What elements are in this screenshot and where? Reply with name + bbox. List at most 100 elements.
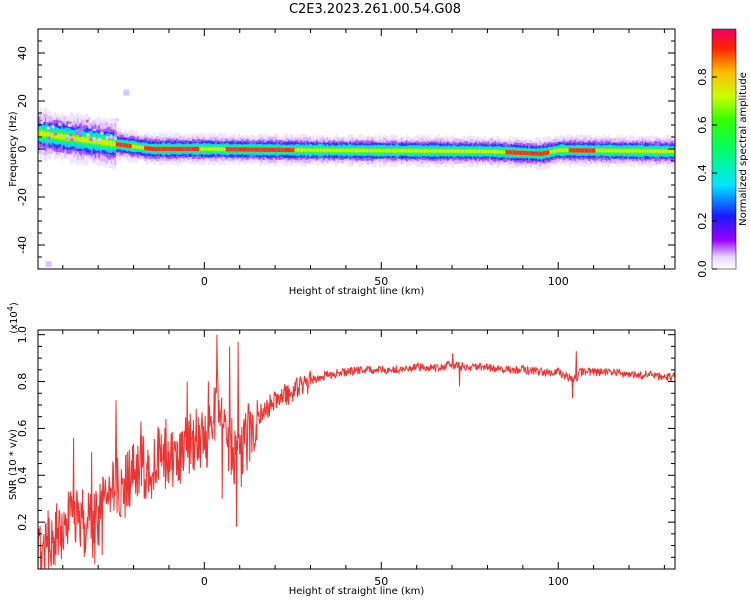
colorbar: 0.0 0.2 0.4 0.6 0.8 Normalized spectral ampli… [696, 28, 749, 278]
colorbar-tick-label: 0.6 [696, 116, 709, 134]
spectral-cell [142, 146, 145, 150]
spectral-cell [365, 149, 368, 153]
spectral-cell [363, 148, 366, 153]
spectral-cell [299, 148, 303, 152]
spectral-cell [329, 148, 333, 152]
spectral-cell [108, 141, 112, 146]
spectral-cell [473, 149, 476, 153]
spectral-cell [367, 149, 370, 153]
spectral-cell [92, 138, 96, 144]
spectral-cell [475, 149, 478, 153]
spectral-noise [46, 117, 50, 121]
spectral-cell [561, 148, 565, 152]
spectral-hot-cell [174, 146, 177, 152]
spectral-cell [352, 149, 356, 152]
spectral-cell [462, 149, 466, 153]
spectral-cell [476, 150, 480, 153]
y-tick-label: 0 [16, 146, 29, 153]
spectral-hot-cell [172, 146, 175, 152]
spectral-hot-cell [521, 150, 524, 156]
spectral-cell [565, 148, 568, 152]
spectral-blob [123, 89, 130, 96]
spectral-cell [39, 131, 43, 136]
spectral-cell [597, 149, 600, 152]
spectral-cell [650, 149, 653, 153]
spectral-cell [43, 131, 46, 137]
spectral-cell [423, 149, 427, 153]
spectral-noise [46, 126, 50, 130]
colorbar-gradient [711, 28, 737, 270]
spectral-cell [400, 149, 404, 153]
spectral-cell [211, 147, 214, 151]
spectral-cell [490, 150, 494, 153]
spectral-hot-cell [236, 147, 239, 152]
spectral-cell [459, 149, 462, 153]
spectral-hot-cell [508, 150, 512, 155]
spectral-hot-cell [531, 151, 535, 156]
spectrogram-panel: 0 50 100 -40 -20 0 20 40 Height of straight line… [8, 28, 676, 297]
y-tick-label: 0.4 [16, 467, 29, 485]
spectral-hot-cell [505, 150, 508, 155]
spectral-cell [600, 149, 604, 153]
spectral-cell [200, 147, 204, 151]
spectral-cell [133, 145, 136, 149]
spectral-hot-cell [282, 147, 285, 153]
spectral-cell [99, 140, 103, 145]
spectral-hot-cell [540, 151, 543, 156]
spectral-noise [54, 132, 58, 136]
spectral-hot-cell [574, 148, 577, 153]
spectral-noise [98, 137, 102, 141]
spectral-cell [434, 149, 437, 153]
spectral-cell [112, 141, 115, 147]
spectral-noise [80, 127, 84, 131]
spectral-cell [439, 149, 443, 153]
spectral-hot-cell [515, 150, 519, 155]
spectral-cell [558, 148, 561, 152]
spectral-cell [430, 149, 434, 153]
spectral-cell [549, 150, 552, 154]
spectral-cell [397, 149, 400, 153]
spectral-cell [667, 149, 671, 153]
spectral-cell [404, 149, 407, 153]
spectral-cell [492, 150, 496, 154]
spectral-cell [322, 148, 326, 152]
spectral-cell [338, 149, 342, 152]
spectral-cell [110, 140, 113, 146]
spectral-hot-cell [179, 146, 182, 152]
spectral-cell [344, 149, 347, 152]
spectral-cell [395, 149, 398, 153]
spectral-cell [556, 149, 559, 152]
x-tick-label: 50 [374, 275, 388, 288]
spectral-hot-cell [124, 143, 128, 148]
spectral-cell [448, 149, 451, 153]
spectral-cell [222, 147, 225, 151]
spectral-cell [637, 149, 641, 153]
spectral-cell [559, 148, 563, 152]
spectral-hot-cell [161, 146, 165, 152]
x-tick-label: 50 [374, 575, 388, 588]
spectral-hot-cell [517, 150, 520, 155]
spectral-cell [498, 150, 501, 154]
spectral-noise [47, 136, 51, 140]
spectral-cell [444, 149, 448, 153]
spectral-cell [618, 149, 621, 153]
spectral-hot-cell [536, 151, 540, 156]
spectral-hot-cell [506, 150, 510, 155]
spectrogram-image [38, 89, 675, 268]
spectral-cell [437, 149, 441, 153]
spectral-hot-cell [545, 150, 549, 155]
spectral-hot-cell [122, 143, 126, 148]
spectral-cell [673, 150, 675, 153]
spectral-noise [114, 131, 118, 135]
spectral-noise [66, 134, 70, 138]
colorbar-tick-label: 0.4 [696, 164, 709, 182]
spectral-cell [333, 149, 336, 152]
spectral-hot-cell [156, 146, 159, 152]
spectral-cell [432, 149, 435, 153]
spectral-cell [455, 149, 458, 153]
spectral-hot-cell [190, 146, 193, 152]
spectral-hot-cell [262, 147, 266, 152]
spectral-cell [94, 139, 97, 144]
spectral-cell [406, 149, 409, 153]
spectral-hot-cell [581, 148, 584, 153]
